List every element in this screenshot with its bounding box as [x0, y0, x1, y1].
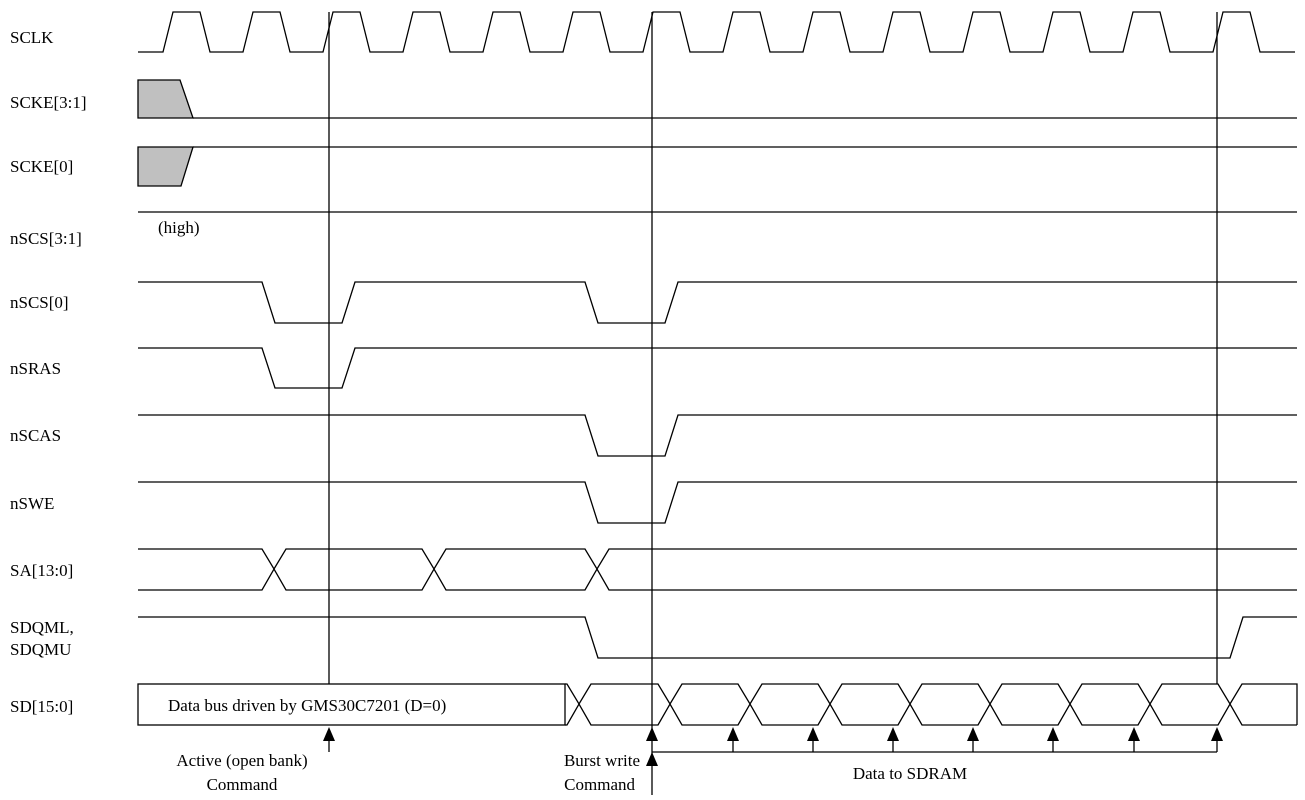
label-sa: SA[13:0] [10, 561, 73, 580]
label-nscas: nSCAS [10, 426, 61, 445]
data-arrow-icon-6 [1128, 727, 1140, 741]
data-to-sdram-label: Data to SDRAM [853, 764, 967, 783]
data-arrow-icon-1 [727, 727, 739, 741]
active-command-label-2: Command [207, 775, 278, 794]
label-sdqm-1: SDQML, [10, 618, 74, 637]
sd-bus-bottom [565, 704, 1297, 725]
data-arrow-icon-5 [1047, 727, 1059, 741]
data-arrow-icon-4 [967, 727, 979, 741]
nscs0-wave [138, 282, 1297, 323]
active-command-label-1: Active (open bank) [176, 751, 307, 770]
label-nscs0: nSCS[0] [10, 293, 69, 312]
sdqm-wave [138, 617, 1297, 658]
data-arrow-icon-7 [1211, 727, 1223, 741]
nswe-wave [138, 482, 1297, 523]
nscas-wave [138, 415, 1297, 456]
data-arrow-icon-2 [807, 727, 819, 741]
label-nsras: nSRAS [10, 359, 61, 378]
sd-bus-top [565, 684, 1297, 725]
nscs31-high-note: (high) [158, 218, 200, 237]
sa-bus-bottom [138, 569, 1297, 590]
burst-command-label-1: Burst write [564, 751, 640, 770]
scke31-unknown-region [138, 80, 193, 118]
label-nswe: nSWE [10, 494, 54, 513]
label-scke31: SCKE[3:1] [10, 93, 87, 112]
nsras-wave [138, 348, 1297, 388]
label-sclk: SCLK [10, 28, 54, 47]
label-nscs31: nSCS[3:1] [10, 229, 82, 248]
label-scke0: SCKE[0] [10, 157, 73, 176]
label-sdqm-2: SDQMU [10, 640, 71, 659]
label-sd: SD[15:0] [10, 697, 73, 716]
burst-command-label-2: Command [564, 775, 635, 794]
sd-driven-note: Data bus driven by GMS30C7201 (D=0) [168, 696, 446, 715]
active-arrow-icon [323, 727, 335, 741]
sclk-wave [138, 12, 1295, 52]
data-arrow-icon-3 [887, 727, 899, 741]
sa-bus-top [138, 549, 1297, 569]
scke0-unknown-region [138, 147, 193, 186]
burst-arrow-icon [646, 727, 658, 741]
burst-arrow-lower-icon [646, 752, 658, 766]
